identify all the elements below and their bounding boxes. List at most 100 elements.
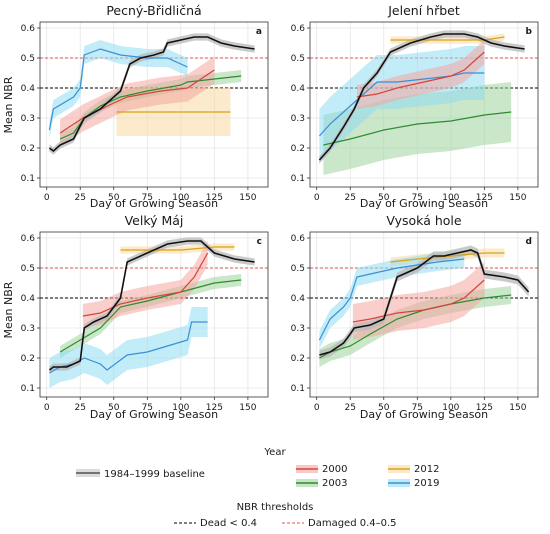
panel-letter: d [526, 237, 532, 247]
panel-c: 0 25 50 75 100 125 150 0.1 0.2 0.3 0.4 0.5 0.6 Velký … [21, 213, 269, 413]
plot-frame [309, 21, 539, 188]
ylabel-top: Mean NBR [2, 76, 15, 133]
x-tick-label: 50 [108, 403, 120, 413]
x-tick-label: 100 [442, 193, 459, 203]
x-tick-label: 125 [206, 193, 223, 203]
x-tick-label: 100 [442, 403, 459, 413]
y-tick-label: 0.3 [21, 114, 35, 124]
y-tick-label: 0.6 [291, 234, 306, 244]
y-tick-label: 0.5 [21, 264, 35, 274]
legend-2000-label: 2000 [322, 464, 347, 475]
y-tick-label: 0.6 [21, 24, 36, 34]
legend-2012-label: 2012 [414, 464, 439, 475]
panel-d: 0 25 50 75 100 125 150 0.1 0.2 0.3 0.4 0.5 0.6 Vysoká… [291, 213, 539, 413]
band-baseline [319, 245, 529, 360]
nbr-legend-title: NBR thresholds [237, 502, 314, 513]
panel-title: Jelení hřbet [387, 3, 460, 18]
x-tick-label: 0 [44, 403, 50, 413]
y-tick-label: 0.3 [21, 324, 35, 334]
x-tick-label: 75 [412, 193, 423, 203]
panel-title: Vysoká hole [386, 213, 461, 228]
x-tick-label: 150 [239, 193, 256, 203]
x-tick-label: 25 [75, 403, 86, 413]
y-tick-label: 0.5 [291, 54, 305, 64]
y-tick-label: 0.4 [21, 84, 36, 94]
series-line-2019 [48, 48, 188, 131]
x-tick-label: 150 [509, 193, 526, 203]
y-tick-label: 0.5 [21, 54, 35, 64]
x-tick-label: 150 [239, 403, 256, 413]
baseline-legend-label: 1984–1999 baseline [104, 469, 205, 480]
series-line-2000 [352, 279, 485, 323]
x-tick-label: 125 [476, 193, 493, 203]
x-tick-label: 50 [378, 403, 390, 413]
y-tick-label: 0.5 [291, 264, 305, 274]
year-legend-title: Year [263, 447, 286, 458]
y-tick-label: 0.1 [21, 384, 35, 394]
y-tick-label: 0.3 [291, 324, 305, 334]
x-tick-label: 25 [345, 403, 356, 413]
band-2019 [49, 307, 208, 388]
x-tick-label: 75 [142, 403, 153, 413]
series-line-2003 [319, 294, 512, 359]
x-tick-label: 50 [378, 193, 390, 203]
y-tick-label: 0.1 [291, 174, 305, 184]
panel-title: Velký Máj [125, 213, 184, 228]
y-tick-label: 0.4 [291, 84, 306, 94]
legend-2019-label: 2019 [414, 478, 439, 489]
panel-b: 0 25 50 75 100 125 150 0.1 0.2 0.3 0.4 0.5 0.6 Jelení… [291, 3, 539, 203]
x-tick-label: 100 [172, 193, 189, 203]
panel-letter: b [526, 27, 533, 37]
y-tick-label: 0.4 [291, 294, 306, 304]
series-line-2012 [390, 36, 505, 41]
x-tick-label: 100 [172, 403, 189, 413]
x-tick-label: 125 [206, 403, 223, 413]
band-2000 [352, 262, 485, 340]
chart-panels: 0 25 50 75 100 125 150 0.1 0.2 0.3 0.4 0.5 0.6 Pecný-… [21, 3, 539, 413]
year-legend: Year 1984–1999 baseline 2000 2003 2012 2… [76, 447, 439, 489]
series-line-2003 [59, 75, 242, 140]
series-line-baseline [48, 36, 255, 153]
series-line-baseline [48, 240, 255, 371]
band-2000 [356, 40, 485, 109]
series-line-2019 [318, 72, 485, 137]
plot-frame [309, 231, 539, 398]
legend-2003-label: 2003 [322, 478, 347, 489]
y-tick-label: 0.1 [291, 384, 305, 394]
series-line-2003 [323, 111, 512, 146]
series-line-2012 [390, 252, 505, 263]
panel-letter: c [257, 237, 262, 247]
x-tick-label: 50 [108, 193, 120, 203]
baseline-legend-band [76, 469, 100, 477]
x-tick-label: 125 [476, 403, 493, 413]
plot-frame [39, 231, 269, 398]
y-tick-label: 0.3 [291, 114, 305, 124]
x-tick-label: 75 [412, 403, 423, 413]
series-line-2012 [120, 246, 235, 251]
x-tick-label: 0 [314, 193, 320, 203]
series-line-2000 [82, 252, 209, 317]
series-line-baseline [319, 249, 530, 356]
x-tick-label: 25 [345, 193, 356, 203]
y-tick-label: 0.2 [21, 354, 35, 364]
series-line-2000 [356, 51, 485, 98]
x-tick-label: 75 [142, 193, 153, 203]
y-tick-label: 0.2 [291, 354, 305, 364]
xlabel-a: Day of Growing Season [90, 197, 218, 210]
panel-a: 0 25 50 75 100 125 150 0.1 0.2 0.3 0.4 0.5 0.6 Pecný-… [21, 3, 269, 203]
panel-title: Pecný-Břidličná [106, 3, 201, 18]
y-tick-label: 0.2 [291, 144, 305, 154]
xlabel-c: Day of Growing Season [90, 408, 218, 421]
y-tick-label: 0.4 [21, 294, 36, 304]
nbr-legend: NBR thresholds Dead < 0.4 Damaged 0.4–0.… [174, 502, 397, 529]
band-2019 [319, 250, 465, 349]
dead-legend-label: Dead < 0.4 [200, 518, 257, 529]
x-tick-label: 150 [509, 403, 526, 413]
y-tick-label: 0.1 [21, 174, 35, 184]
xlabel-d: Day of Growing Season [360, 408, 488, 421]
band-2019 [49, 40, 188, 139]
x-tick-label: 0 [314, 403, 320, 413]
series-line-baseline [318, 33, 525, 161]
plot-frame [39, 21, 269, 188]
